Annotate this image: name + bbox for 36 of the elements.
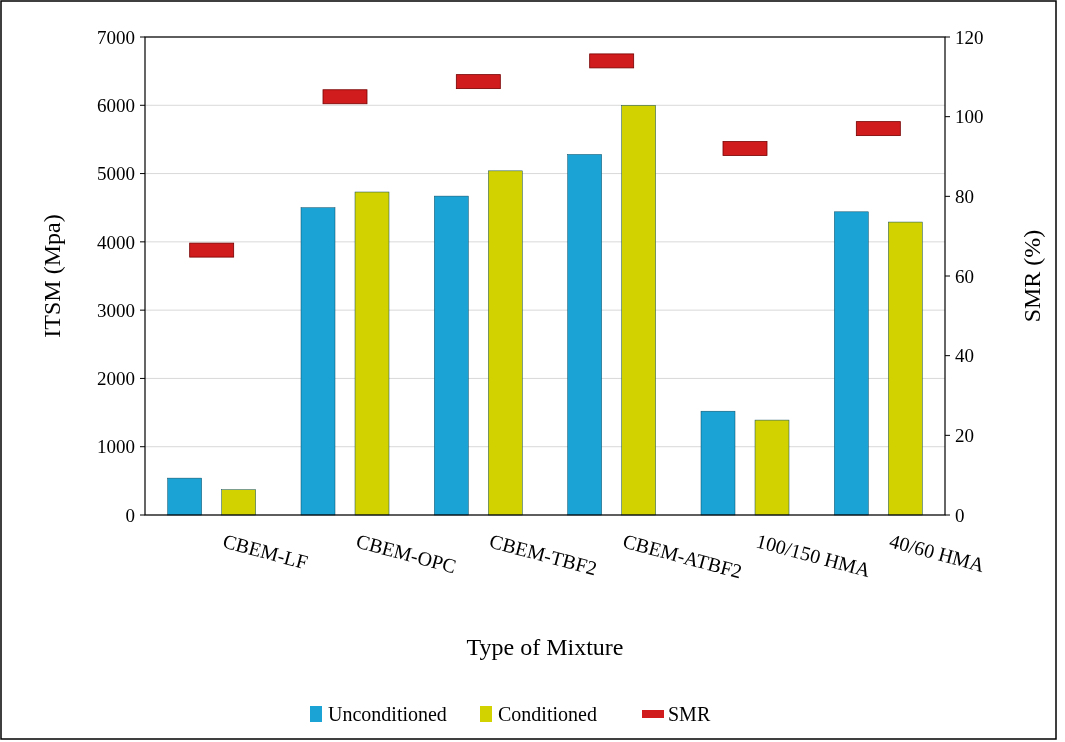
bar [167,477,202,516]
legend-label: Unconditioned [328,703,447,725]
y2-tick-label: 100 [955,106,984,128]
y2-tick-label: 0 [955,504,965,526]
y2-tick-label: 40 [955,345,974,367]
y2-tick-label: 80 [955,185,974,207]
bar [567,154,602,516]
bar [300,207,336,516]
bar [221,489,256,516]
y-tick-label: 6000 [97,94,135,116]
y-tick-label: 2000 [97,368,135,390]
y-tick-label: 3000 [97,299,135,321]
legend-label: Conditioned [498,703,597,725]
y-tick-label: 4000 [97,231,135,253]
y-tick-label: 1000 [97,436,135,458]
x-tick-label: CBEM-LF [220,529,311,574]
y-tick-label: 5000 [97,163,135,185]
bar [834,211,869,516]
bar [621,105,656,516]
y-tick-label: 0 [125,504,135,526]
y-axis-title: ITSM (Mpa) [39,214,65,338]
bar [754,419,790,516]
y2-tick-label: 120 [955,26,984,48]
y2-tick-label: 60 [955,265,974,287]
x-axis-title: Type of Mixture [466,634,624,660]
y2-axis-title: SMR (%) [1019,229,1045,323]
bar [354,191,390,516]
x-tick-label: 40/60 HMA [887,529,988,577]
y-tick-label: 7000 [97,26,135,48]
bar [488,170,523,516]
y2-tick-label: 20 [955,424,974,446]
bar [700,410,736,516]
bar [434,195,469,516]
x-tick-label: 100/150 HMA [753,529,874,582]
legend-label: SMR [668,703,711,725]
bar [888,221,923,516]
